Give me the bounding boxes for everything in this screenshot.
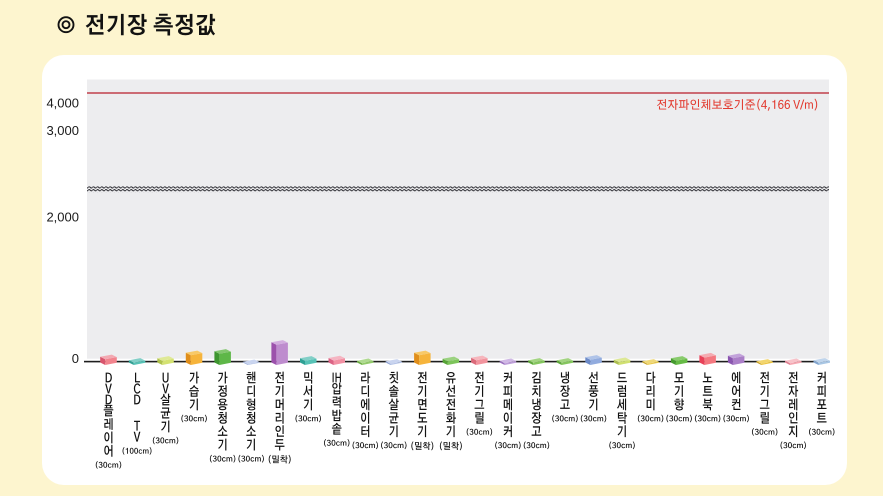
svg-text:2,000: 2,000 bbox=[46, 209, 79, 224]
svg-text:4,000: 4,000 bbox=[46, 96, 79, 111]
svg-text:0: 0 bbox=[72, 351, 79, 366]
svg-text:3,000: 3,000 bbox=[46, 123, 79, 138]
